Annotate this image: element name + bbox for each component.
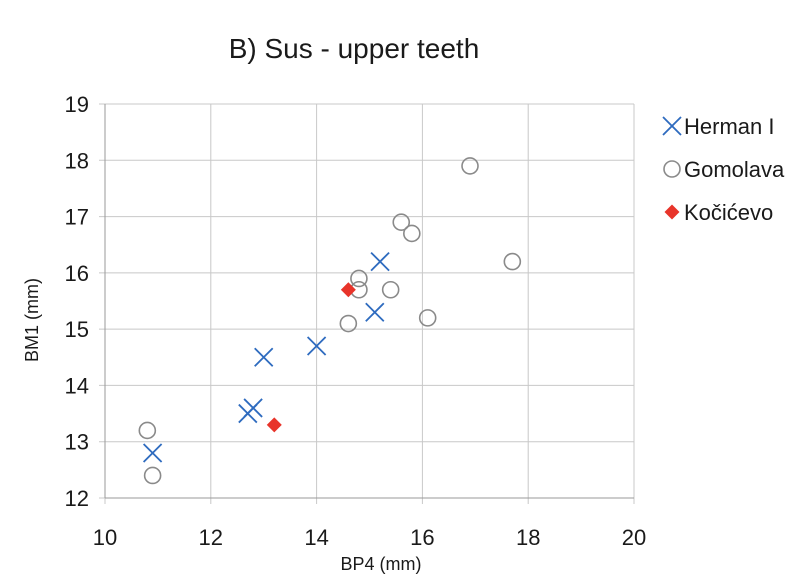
point-herman-i bbox=[243, 398, 263, 418]
legend-marker-gomolava bbox=[663, 160, 681, 178]
point-gomolava bbox=[461, 157, 479, 175]
y-tick-label: 12 bbox=[65, 486, 89, 511]
legend-marker-herman-i bbox=[662, 116, 682, 136]
x-tick-label: 12 bbox=[199, 525, 223, 550]
legend-marker-ko-i-evo bbox=[664, 204, 680, 220]
point-gomolava bbox=[138, 421, 157, 440]
point-herman-i bbox=[142, 443, 163, 463]
y-tick-label: 17 bbox=[65, 205, 89, 230]
point-ko-i-evo bbox=[340, 282, 356, 298]
y-tick-label: 19 bbox=[65, 92, 89, 117]
y-tick-label: 16 bbox=[65, 261, 89, 286]
point-herman-i bbox=[254, 347, 274, 367]
y-tick-label: 18 bbox=[65, 148, 89, 173]
y-tick-label: 13 bbox=[65, 430, 89, 455]
point-gomolava bbox=[392, 213, 411, 231]
point-gomolava bbox=[143, 466, 162, 485]
point-ko-i-evo bbox=[266, 417, 282, 433]
legend-label-ko-i-evo: Kočićevo bbox=[684, 200, 773, 225]
y-tick-label: 14 bbox=[65, 373, 89, 398]
y-axis-label: BM1 (mm) bbox=[22, 278, 42, 362]
x-tick-label: 10 bbox=[93, 525, 117, 550]
y-tick-label: 15 bbox=[65, 317, 89, 342]
x-tick-label: 20 bbox=[622, 525, 646, 550]
point-gomolava bbox=[418, 309, 437, 327]
point-gomolava bbox=[350, 269, 368, 288]
point-gomolava bbox=[339, 314, 358, 333]
legend: Herman I Gomolava Kočićevo bbox=[662, 114, 785, 225]
point-gomolava bbox=[381, 280, 400, 299]
x-tick-label: 18 bbox=[516, 525, 540, 550]
x-axis-label: BP4 (mm) bbox=[341, 554, 422, 574]
x-tick-label: 16 bbox=[410, 525, 434, 550]
point-gomolava bbox=[403, 224, 421, 243]
x-tick-label: 14 bbox=[304, 525, 328, 550]
chart-title: B) Sus - upper teeth bbox=[229, 33, 480, 64]
point-gomolava bbox=[503, 252, 522, 271]
grid-lines bbox=[99, 103, 635, 504]
legend-label-gomolava: Gomolava bbox=[684, 157, 785, 182]
legend-label-herman-i: Herman I bbox=[684, 114, 774, 139]
point-herman-i bbox=[306, 336, 327, 356]
point-herman-i bbox=[365, 302, 385, 322]
point-herman-i bbox=[370, 251, 390, 272]
data-points bbox=[138, 157, 522, 485]
